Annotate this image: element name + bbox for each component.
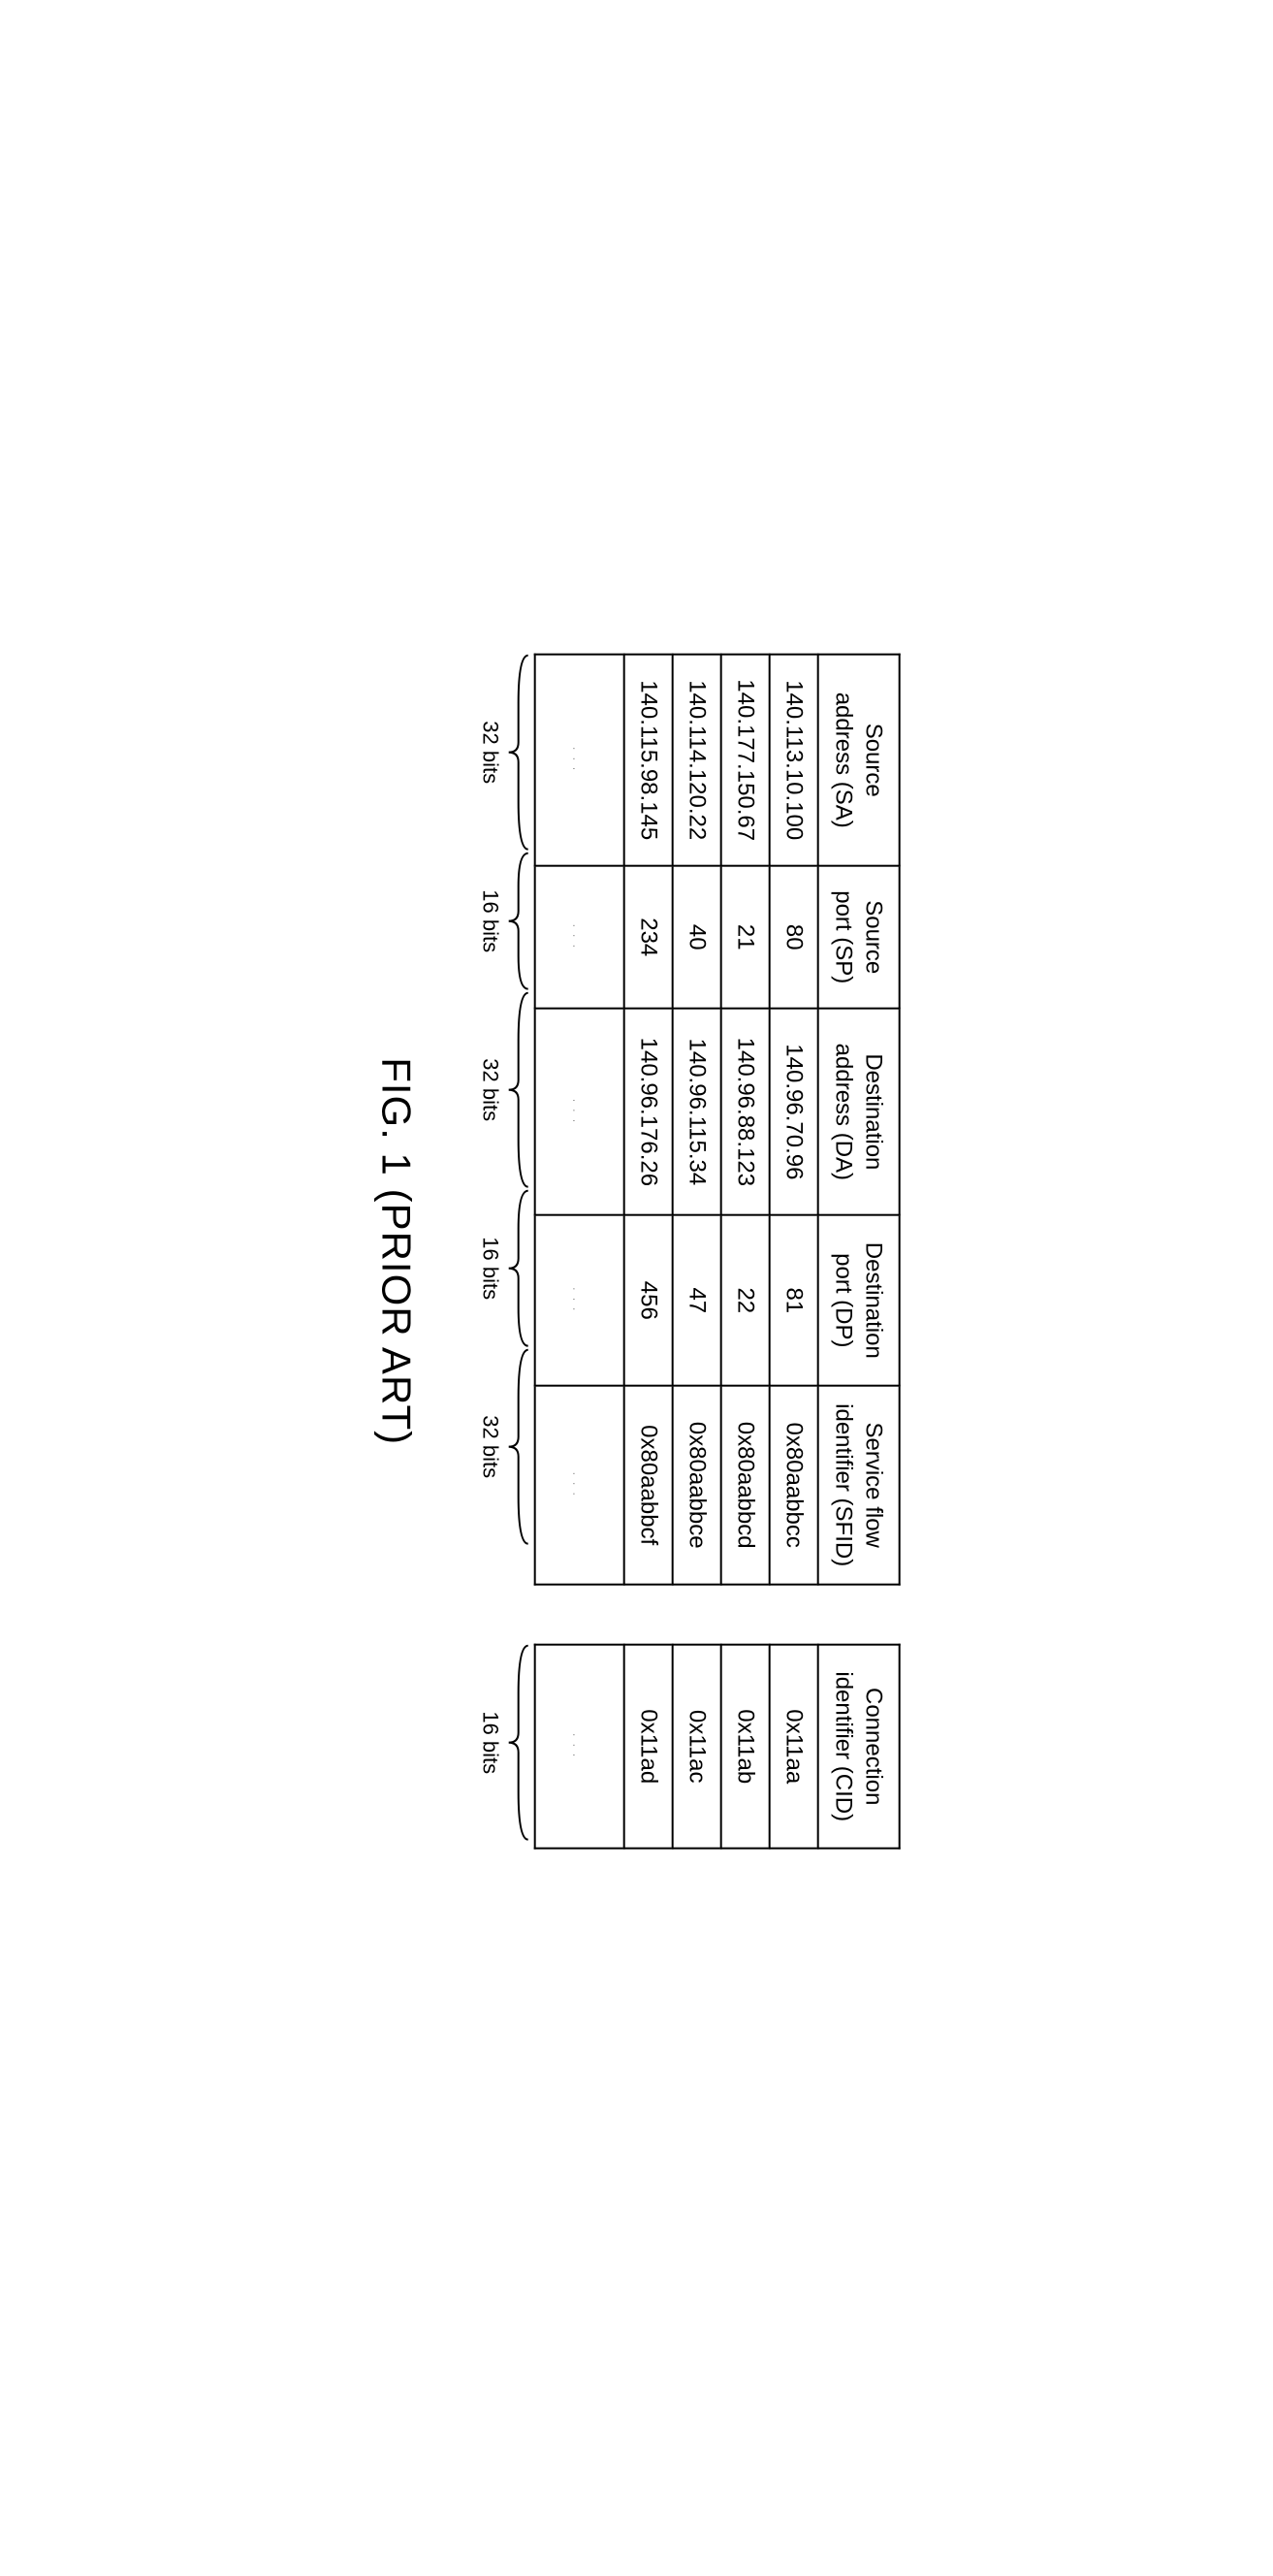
bits-row: 32 bits 16 bits 32 bits 16 bits 32 bits [477, 654, 529, 1586]
header-sa: Source address (SA) [817, 655, 899, 866]
brace-icon [502, 1348, 529, 1546]
cell: 40 [672, 866, 720, 1009]
header-label: port (SP) [831, 890, 857, 983]
table-row: 0x11aa [769, 1645, 817, 1849]
cell: 140.96.88.123 [720, 1009, 769, 1215]
ellipsis-cell: . . . [534, 866, 623, 1009]
header-label: Source [861, 900, 887, 974]
cell: 0x11ac [672, 1645, 720, 1849]
cell: 0x11ab [720, 1645, 769, 1849]
tables-row: Source address (SA) Source port (SP) Des… [477, 654, 900, 1850]
main-table-block: Source address (SA) Source port (SP) Des… [477, 654, 900, 1586]
cell: 47 [672, 1215, 720, 1386]
ellipsis-cell: . . . [534, 1215, 623, 1386]
cell: 22 [720, 1215, 769, 1386]
dots: . . . [572, 1288, 581, 1313]
bits-label: 16 bits [477, 1711, 502, 1774]
dots: . . . [572, 1733, 581, 1758]
header-dp: Destination port (DP) [817, 1215, 899, 1386]
cell: 140.96.176.26 [623, 1009, 672, 1215]
header-label: identifier (CID) [831, 1671, 857, 1821]
cell: 140.177.150.67 [720, 655, 769, 866]
cell: 140.96.70.96 [769, 1009, 817, 1215]
cell: 0x80aabbce [672, 1385, 720, 1584]
cell: 81 [769, 1215, 817, 1386]
header-label: port (DP) [831, 1253, 857, 1347]
header-sp: Source port (SP) [817, 866, 899, 1009]
dots: . . . [572, 924, 581, 950]
ellipsis-row: . . . . . . . . . . . . . . . [534, 655, 623, 1585]
cell: 456 [623, 1215, 672, 1386]
cell: 80 [769, 866, 817, 1009]
bits-label: 16 bits [477, 1237, 502, 1300]
table-row: 140.114.120.22 40 140.96.115.34 47 0x80a… [672, 655, 720, 1585]
dots: . . . [572, 747, 581, 772]
cell: 0x80aabbcd [720, 1385, 769, 1584]
dots: . . . [572, 1472, 581, 1497]
table-row: 0x11ab [720, 1645, 769, 1849]
table-row: 0x11ad [623, 1645, 672, 1849]
cell: 140.113.10.100 [769, 655, 817, 866]
cell: 0x11aa [769, 1645, 817, 1849]
header-label: Service flow [861, 1422, 887, 1547]
header-row: Connection identifier (CID) [817, 1645, 899, 1849]
header-label: address (SA) [831, 692, 857, 828]
header-da: Destination address (DA) [817, 1009, 899, 1215]
figure-caption: FIG. 1 (PRIOR ART) [372, 1057, 419, 1445]
bits-row: 16 bits [477, 1644, 529, 1850]
ellipsis-cell: . . . [534, 1385, 623, 1584]
bits-label: 16 bits [477, 889, 502, 952]
figure-wrapper: Source address (SA) Source port (SP) Des… [372, 654, 900, 1850]
header-label: Destination [861, 1242, 887, 1359]
cell: 140.114.120.22 [672, 655, 720, 866]
bits-cell: 16 bits [477, 852, 529, 991]
header-row: Source address (SA) Source port (SP) Des… [817, 655, 899, 1585]
ellipsis-cell: . . . [534, 1009, 623, 1215]
brace-icon [502, 654, 529, 852]
bits-cell: 16 bits [477, 1189, 529, 1348]
cell: 140.96.115.34 [672, 1009, 720, 1215]
bits-label: 32 bits [477, 721, 502, 784]
header-label: Destination [861, 1053, 887, 1170]
header-sfid: Service flow identifier (SFID) [817, 1385, 899, 1584]
table-row: 140.113.10.100 80 140.96.70.96 81 0x80aa… [769, 655, 817, 1585]
bits-cell: 32 bits [477, 991, 529, 1189]
bits-label: 32 bits [477, 1415, 502, 1478]
cell: 140.115.98.145 [623, 655, 672, 866]
header-label: Connection [861, 1688, 887, 1805]
bits-cell: 32 bits [477, 1348, 529, 1546]
dots: . . . [572, 1099, 581, 1124]
bits-cell: 32 bits [477, 654, 529, 852]
cid-table-block: Connection identifier (CID) 0x11aa 0x11a… [477, 1644, 900, 1850]
cid-table: Connection identifier (CID) 0x11aa 0x11a… [533, 1644, 900, 1850]
cell: 0x11ad [623, 1645, 672, 1849]
header-label: identifier (SFID) [831, 1403, 857, 1566]
ellipsis-cell: . . . [534, 655, 623, 866]
table-row: 140.115.98.145 234 140.96.176.26 456 0x8… [623, 655, 672, 1585]
header-cid: Connection identifier (CID) [817, 1645, 899, 1849]
cell: 0x80aabbcc [769, 1385, 817, 1584]
brace-icon [502, 991, 529, 1189]
cell: 0x80aabbcf [623, 1385, 672, 1584]
brace-icon [502, 852, 529, 991]
header-label: address (DA) [831, 1043, 857, 1179]
brace-icon [502, 1189, 529, 1348]
ellipsis-row: . . . [534, 1645, 623, 1849]
table-row: 0x11ac [672, 1645, 720, 1849]
cell: 234 [623, 866, 672, 1009]
brace-icon [502, 1644, 529, 1842]
bits-cell: 16 bits [477, 1644, 529, 1842]
header-label: Source [861, 724, 887, 797]
main-table: Source address (SA) Source port (SP) Des… [533, 654, 900, 1586]
cell: 21 [720, 866, 769, 1009]
table-row: 140.177.150.67 21 140.96.88.123 22 0x80a… [720, 655, 769, 1585]
bits-label: 32 bits [477, 1058, 502, 1121]
ellipsis-cell: . . . [534, 1645, 623, 1849]
